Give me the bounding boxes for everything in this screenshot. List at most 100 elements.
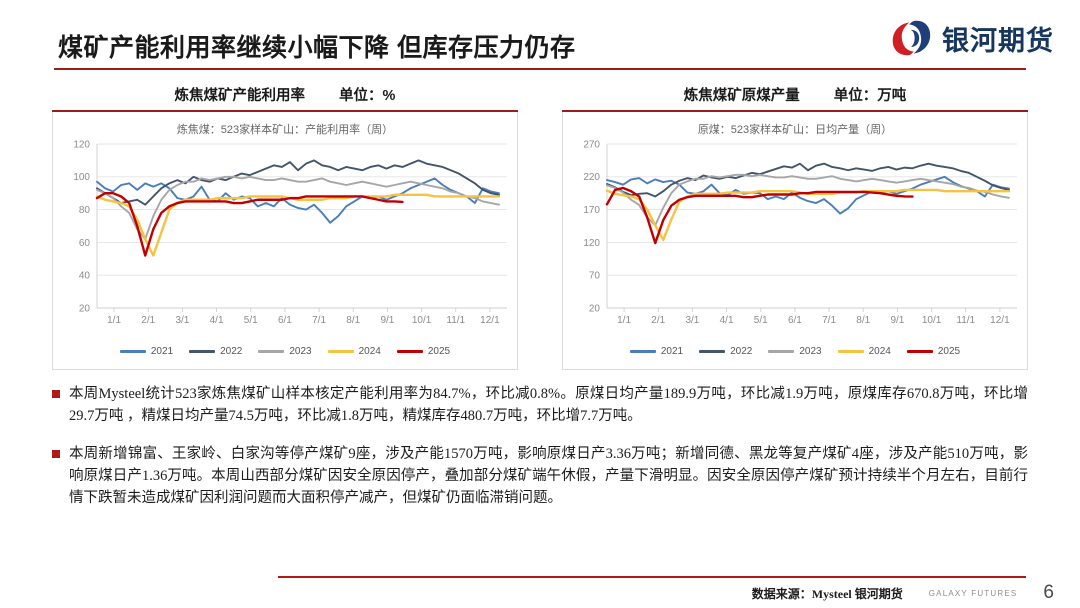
legend-swatch-icon (327, 349, 354, 353)
commentary-list: 本周Mysteel统计523家炼焦煤矿山样本核定产能利用率为84.7%，环比减0… (52, 383, 1028, 525)
chart-subtitle-right: 原煤：523家样本矿山：日均产量（周） (697, 123, 893, 136)
x-axis-tick: 6/1 (788, 315, 802, 326)
legend-label: 2022 (220, 345, 243, 357)
y-axis-tick: 20 (589, 303, 601, 314)
footer-divider (278, 575, 1026, 578)
legend-label: 2024 (868, 345, 891, 357)
legend-label: 2024 (358, 345, 381, 357)
header-divider (54, 68, 1026, 70)
chart-header-divider-left (52, 110, 518, 112)
y-axis-tick: 170 (583, 205, 600, 216)
legend-swatch-icon (189, 349, 216, 353)
legend-item-2021: 2021 (629, 345, 684, 357)
galaxy-swoosh-logo-icon (889, 18, 933, 58)
data-source-label: 数据来源：Mysteel 银河期货 (751, 586, 903, 601)
y-axis-tick: 60 (79, 237, 91, 248)
page-number: 6 (1043, 582, 1054, 603)
legend-label: 2023 (289, 345, 312, 357)
chart-panel-capacity-utilization: 炼焦煤矿产能利用率 单位：% 炼焦煤：523家样本矿山：产能利用率（周） 20 4… (52, 84, 518, 372)
x-axis-tick: 7/1 (822, 315, 836, 326)
chart-plot-left: 20 40 60 80 100 120 1/1 2/1 3/1 4/1 5/1 6/1 7/1 8/1 9/… (53, 136, 517, 334)
legend-swatch-icon (396, 349, 423, 353)
y-axis-tick: 270 (583, 139, 600, 150)
x-axis-tick: 5/1 (244, 315, 258, 326)
chart-plot-right: 20 70 120 170 220 270 1/1 2/1 3/1 4/1 5/1 6/1 7/1 8/1… (563, 136, 1027, 334)
legend-swatch-icon (258, 349, 285, 353)
x-axis-tick: 7/1 (312, 315, 326, 326)
bullet-square-icon (52, 390, 60, 398)
x-axis-tick: 12/1 (990, 315, 1010, 326)
legend-label: 2021 (660, 345, 684, 357)
x-axis-tick: 11/1 (956, 315, 975, 326)
series-line-2023 (96, 175, 500, 240)
x-axis-tick: 1/1 (617, 315, 631, 326)
x-axis-tick: 12/1 (480, 315, 500, 326)
x-axis-tick: 9/1 (380, 315, 394, 326)
commentary-paragraph-1: 本周Mysteel统计523家炼焦煤矿山样本核定产能利用率为84.7%，环比减0… (69, 386, 1028, 425)
x-axis-tick: 8/1 (346, 315, 360, 326)
legend-item-2021: 2021 (119, 345, 174, 357)
legend-label: 2021 (150, 345, 174, 357)
brand-name: 银河期货 (942, 25, 1054, 56)
chart-body-right: 原煤：523家样本矿山：日均产量（周） 20 70 120 170 220 270 1/1 2… (562, 111, 1028, 370)
legend-swatch-icon (119, 349, 146, 353)
commentary-paragraph-2: 本周新增锦富、王家岭、白家沟等停产煤矿9座，涉及产能1570万吨，影响原煤日产3… (69, 446, 1028, 507)
x-axis-tick: 8/1 (856, 315, 870, 326)
series-line-2021 (606, 175, 1010, 215)
legend-label: 2025 (937, 345, 961, 357)
chart-unit-right: 单位：万吨 (833, 88, 907, 104)
legend-label: 2022 (730, 345, 753, 357)
series-line-2021 (96, 177, 500, 224)
x-axis-tick: 4/1 (720, 315, 734, 326)
legend-item-2023: 2023 (258, 345, 312, 357)
x-axis-tick: 2/1 (141, 315, 155, 326)
legend-item-2025: 2025 (396, 345, 451, 357)
x-axis-tick: 11/1 (446, 315, 465, 326)
chart-title-left: 炼焦煤矿产能利用率 (174, 88, 306, 104)
y-axis-tick: 80 (79, 205, 91, 216)
y-axis-tick: 100 (73, 172, 90, 183)
list-item: 本周新增锦富、王家岭、白家沟等停产煤矿9座，涉及产能1570万吨，影响原煤日产3… (52, 443, 1028, 509)
y-axis-tick: 20 (79, 303, 91, 314)
x-axis-tick: 3/1 (685, 315, 699, 326)
page-title: 煤矿产能利用率继续小幅下降 但库存压力仍存 (58, 34, 576, 62)
legend-swatch-icon (768, 349, 795, 353)
chart-header-divider-right (562, 110, 1028, 112)
chart-panel-raw-coal-output: 炼焦煤矿原煤产量 单位：万吨 原煤：523家样本矿山：日均产量（周） 20 70 1… (562, 84, 1028, 372)
chart-legend-right: 2021 2022 2023 2024 2025 (563, 346, 1027, 357)
x-axis-tick: 1/1 (107, 315, 121, 326)
list-item: 本周Mysteel统计523家炼焦煤矿山样本核定产能利用率为84.7%，环比减0… (52, 383, 1028, 427)
x-axis-tick: 2/1 (651, 315, 665, 326)
y-axis-tick: 220 (583, 172, 600, 183)
x-axis-tick: 4/1 (210, 315, 224, 326)
x-axis-tick: 10/1 (412, 315, 432, 326)
legend-item-2024: 2024 (837, 345, 891, 357)
x-axis-tick: 3/1 (175, 315, 189, 326)
chart-body-left: 炼焦煤：523家样本矿山：产能利用率（周） 20 40 60 80 100 120 1/1 2… (52, 111, 518, 370)
legend-item-2024: 2024 (327, 345, 381, 357)
legend-label: 2023 (799, 345, 822, 357)
legend-swatch-icon (837, 349, 864, 353)
chart-subtitle-left: 炼焦煤：523家样本矿山：产能利用率（周） (176, 123, 394, 136)
series-line-2024 (95, 193, 501, 257)
legend-item-2022: 2022 (189, 346, 242, 357)
x-axis-tick: 6/1 (278, 315, 292, 326)
brand-logo: 银河期货 (889, 18, 1054, 58)
x-axis-tick: 5/1 (754, 315, 768, 326)
legend-item-2022: 2022 (699, 346, 752, 357)
slide-footer: 数据来源：Mysteel 银河期货 GALAXY FUTURES 6 (752, 582, 1054, 604)
chart-header-left: 炼焦煤矿产能利用率 单位：% (52, 84, 518, 110)
footer-brand-label: GALAXY FUTURES (928, 588, 1018, 598)
legend-item-2025: 2025 (906, 345, 961, 357)
legend-swatch-icon (906, 349, 933, 353)
bullet-square-icon (52, 450, 60, 459)
legend-swatch-icon (629, 349, 656, 353)
slide-header: 煤矿产能利用率继续小幅下降 但库存压力仍存 银河期货 (0, 0, 1080, 76)
chart-legend-left: 2021 2022 2023 2024 2025 (53, 346, 517, 357)
y-axis-tick: 70 (589, 270, 601, 281)
legend-label: 2025 (427, 345, 451, 357)
chart-title-right: 炼焦煤矿原煤产量 (683, 88, 800, 104)
y-axis-tick: 40 (79, 270, 91, 281)
x-axis-tick: 10/1 (922, 315, 942, 326)
